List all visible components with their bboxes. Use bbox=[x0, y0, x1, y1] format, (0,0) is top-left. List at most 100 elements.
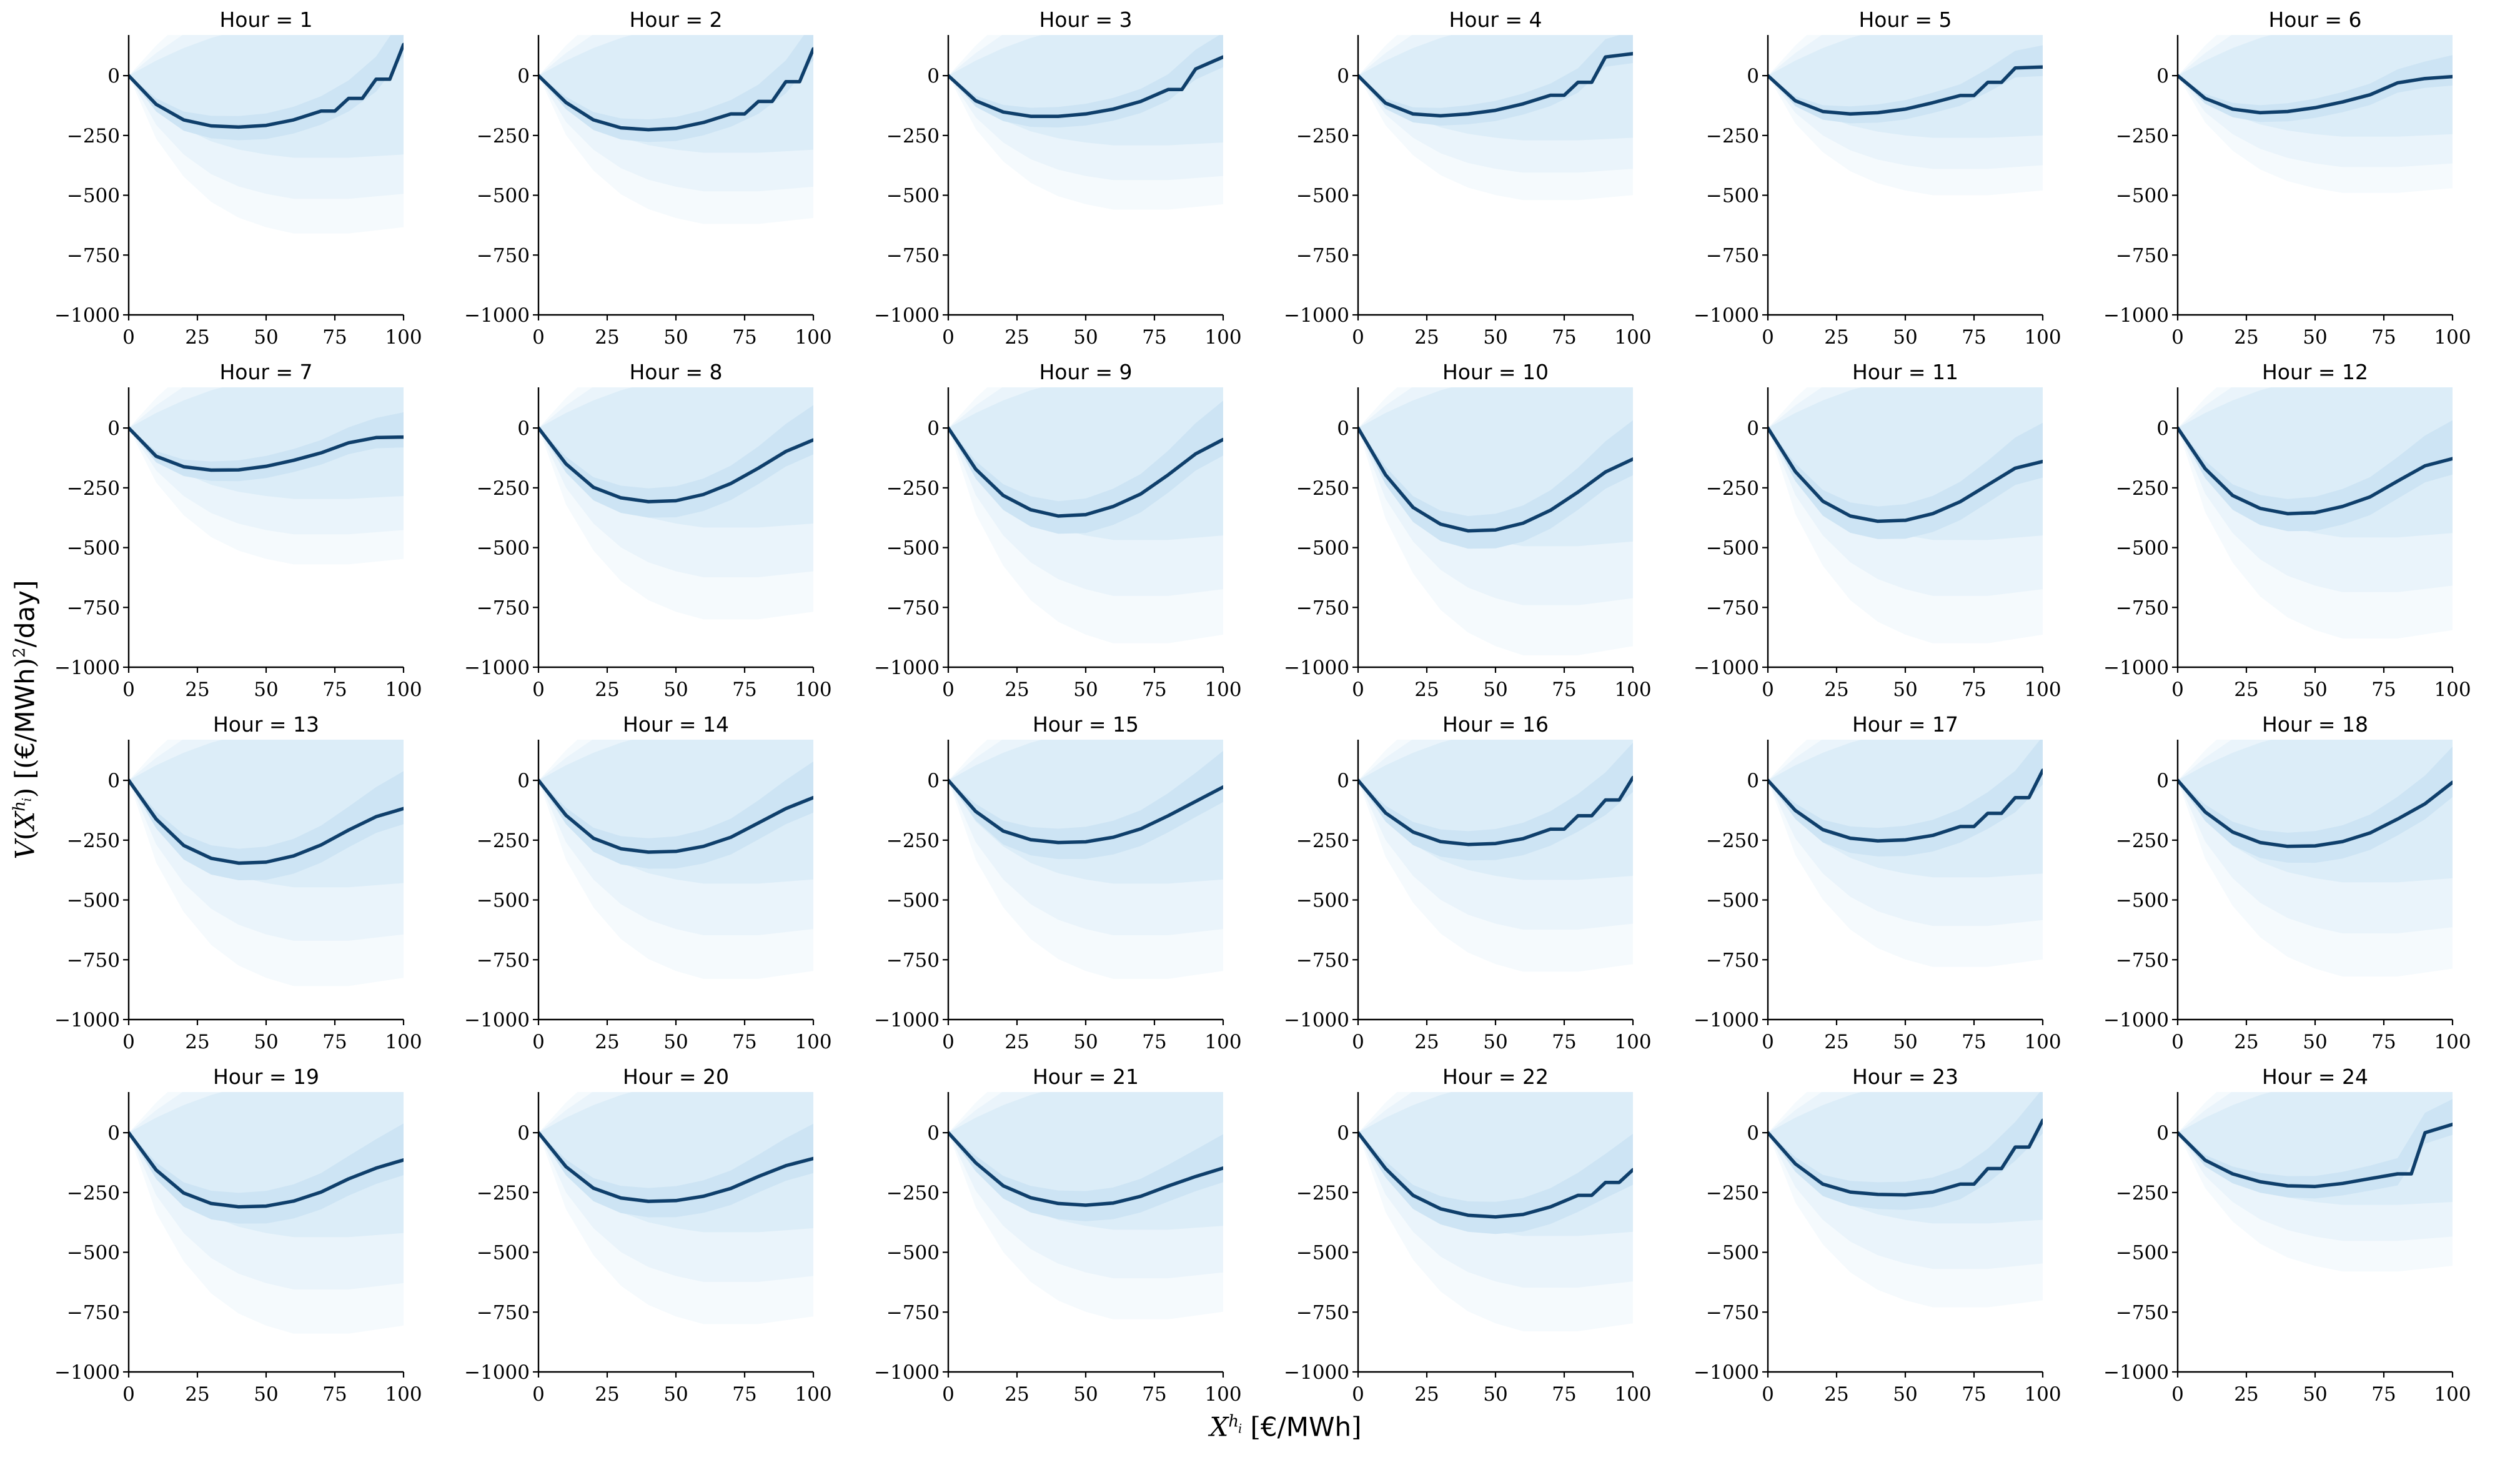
svg-text:−1000: −1000 bbox=[56, 1009, 120, 1031]
confidence-bands bbox=[129, 740, 404, 986]
y-tick-labels: 0 −250 −500 −750 −1000 bbox=[876, 1122, 948, 1384]
svg-text:−250: −250 bbox=[477, 1182, 530, 1204]
x-tick-labels: 0 25 50 75 100 bbox=[2171, 667, 2471, 701]
subplot-hour-6: Hour = 6 0 −250 −500 −750 −1000 0 25 50 75 100 bbox=[2105, 2, 2515, 355]
confidence-bands bbox=[2178, 1092, 2453, 1272]
svg-text:0: 0 bbox=[942, 678, 955, 701]
svg-text:100: 100 bbox=[795, 678, 831, 701]
y-tick-labels: 0 −250 −500 −750 −1000 bbox=[1286, 1122, 1358, 1384]
svg-text:100: 100 bbox=[2434, 1383, 2471, 1406]
label-fragment: ) bbox=[9, 657, 41, 668]
label-fragment: X bbox=[1209, 1411, 1229, 1443]
subplot-hour-12: Hour = 12 0 −250 −500 −750 −1000 0 25 50 75 100 bbox=[2105, 355, 2515, 707]
svg-text:50: 50 bbox=[1893, 678, 1917, 701]
svg-text:−250: −250 bbox=[67, 477, 120, 500]
svg-text:−250: −250 bbox=[1706, 477, 1759, 500]
label-fragment: MWh bbox=[9, 668, 41, 733]
svg-text:100: 100 bbox=[2434, 678, 2471, 701]
svg-text:−1000: −1000 bbox=[56, 657, 120, 679]
x-tick-labels: 0 25 50 75 100 bbox=[1352, 667, 1652, 701]
subplot-hour-22: Hour = 22 0 −250 −500 −750 −1000 0 25 50 75 100 bbox=[1286, 1060, 1695, 1412]
svg-text:0: 0 bbox=[2171, 1383, 2184, 1406]
subplot-title: Hour = 4 bbox=[1449, 7, 1542, 32]
svg-text:75: 75 bbox=[732, 1031, 756, 1053]
confidence-bands bbox=[1768, 740, 2043, 967]
svg-text:0: 0 bbox=[927, 65, 940, 87]
svg-text:−1000: −1000 bbox=[466, 304, 530, 327]
svg-text:−750: −750 bbox=[1296, 1301, 1349, 1324]
median-line bbox=[129, 1131, 404, 1209]
subplot-title: Hour = 24 bbox=[2261, 1065, 2369, 1089]
median-line bbox=[1358, 52, 1633, 118]
svg-text:25: 25 bbox=[1005, 1383, 1029, 1406]
confidence-bands bbox=[1768, 35, 2043, 196]
svg-text:50: 50 bbox=[663, 1383, 688, 1406]
svg-text:−750: −750 bbox=[67, 244, 120, 267]
svg-text:50: 50 bbox=[663, 678, 688, 701]
svg-text:75: 75 bbox=[1962, 326, 1986, 349]
svg-text:0: 0 bbox=[1352, 678, 1364, 701]
svg-text:0: 0 bbox=[942, 1031, 955, 1053]
confidence-bands bbox=[129, 35, 404, 234]
svg-text:0: 0 bbox=[1747, 417, 1759, 440]
y-tick-labels: 0 −250 −500 −750 −1000 bbox=[1286, 417, 1358, 679]
subplot-title: Hour = 15 bbox=[1032, 712, 1139, 737]
svg-text:−250: −250 bbox=[477, 830, 530, 852]
median-line bbox=[129, 778, 404, 865]
svg-text:−750: −750 bbox=[2116, 949, 2169, 971]
svg-text:−750: −750 bbox=[886, 597, 940, 619]
x-tick-labels: 0 25 50 75 100 bbox=[942, 1020, 1242, 1053]
subplot-hour-10: Hour = 10 0 −250 −500 −750 −1000 0 25 50 75 100 bbox=[1286, 355, 1695, 707]
subplot-title: Hour = 20 bbox=[622, 1065, 730, 1089]
svg-text:50: 50 bbox=[1073, 678, 1098, 701]
x-tick-labels: 0 25 50 75 100 bbox=[1352, 1020, 1652, 1053]
subplot-hour-9: Hour = 9 0 −250 −500 −750 −1000 0 25 50 75 100 bbox=[876, 355, 1286, 707]
svg-text:0: 0 bbox=[2171, 678, 2184, 701]
confidence-bands bbox=[1768, 387, 2043, 643]
svg-text:75: 75 bbox=[322, 326, 347, 349]
svg-text:−500: −500 bbox=[1296, 537, 1349, 560]
confidence-bands bbox=[948, 387, 1223, 643]
confidence-bands bbox=[538, 740, 813, 979]
subplot-title: Hour = 9 bbox=[1039, 360, 1133, 384]
svg-text:−750: −750 bbox=[1706, 949, 1759, 971]
svg-text:0: 0 bbox=[1747, 770, 1759, 792]
svg-text:50: 50 bbox=[2303, 1031, 2327, 1053]
x-tick-labels: 0 25 50 75 100 bbox=[942, 315, 1242, 349]
svg-text:100: 100 bbox=[1204, 678, 1241, 701]
svg-text:25: 25 bbox=[2234, 678, 2258, 701]
confidence-bands bbox=[1358, 1092, 1633, 1331]
svg-text:−750: −750 bbox=[1706, 597, 1759, 619]
svg-text:0: 0 bbox=[2156, 417, 2169, 440]
svg-text:50: 50 bbox=[663, 1031, 688, 1053]
svg-text:75: 75 bbox=[1142, 1031, 1166, 1053]
confidence-bands bbox=[2178, 35, 2453, 193]
subplot-hour-5: Hour = 5 0 −250 −500 −750 −1000 0 25 50 75 100 bbox=[1695, 2, 2105, 355]
x-tick-labels: 0 25 50 75 100 bbox=[122, 667, 422, 701]
label-fragment: / bbox=[9, 638, 41, 648]
median-line bbox=[948, 55, 1223, 118]
svg-text:−250: −250 bbox=[2116, 477, 2169, 500]
svg-text:75: 75 bbox=[322, 1031, 347, 1053]
svg-text:25: 25 bbox=[2234, 1383, 2258, 1406]
svg-text:−500: −500 bbox=[1706, 185, 1759, 207]
subplot-hour-2: Hour = 2 0 −250 −500 −750 −1000 0 25 50 75 100 bbox=[466, 2, 876, 355]
y-tick-labels: 0 −250 −500 −750 −1000 bbox=[466, 1122, 538, 1384]
subplot-hour-4: Hour = 4 0 −250 −500 −750 −1000 0 25 50 75 100 bbox=[1286, 2, 1695, 355]
subplot-grid: Hour = 1 0 −250 −500 −750 −1000 0 25 50 75 100 Hour… bbox=[56, 2, 2515, 1412]
svg-text:25: 25 bbox=[1824, 678, 1848, 701]
svg-text:100: 100 bbox=[385, 678, 422, 701]
svg-text:0: 0 bbox=[1337, 65, 1349, 87]
svg-text:0: 0 bbox=[1337, 770, 1349, 792]
median-line bbox=[129, 426, 404, 472]
svg-text:−750: −750 bbox=[1296, 597, 1349, 619]
x-tick-labels: 0 25 50 75 100 bbox=[122, 1372, 422, 1406]
svg-text:75: 75 bbox=[1142, 326, 1166, 349]
